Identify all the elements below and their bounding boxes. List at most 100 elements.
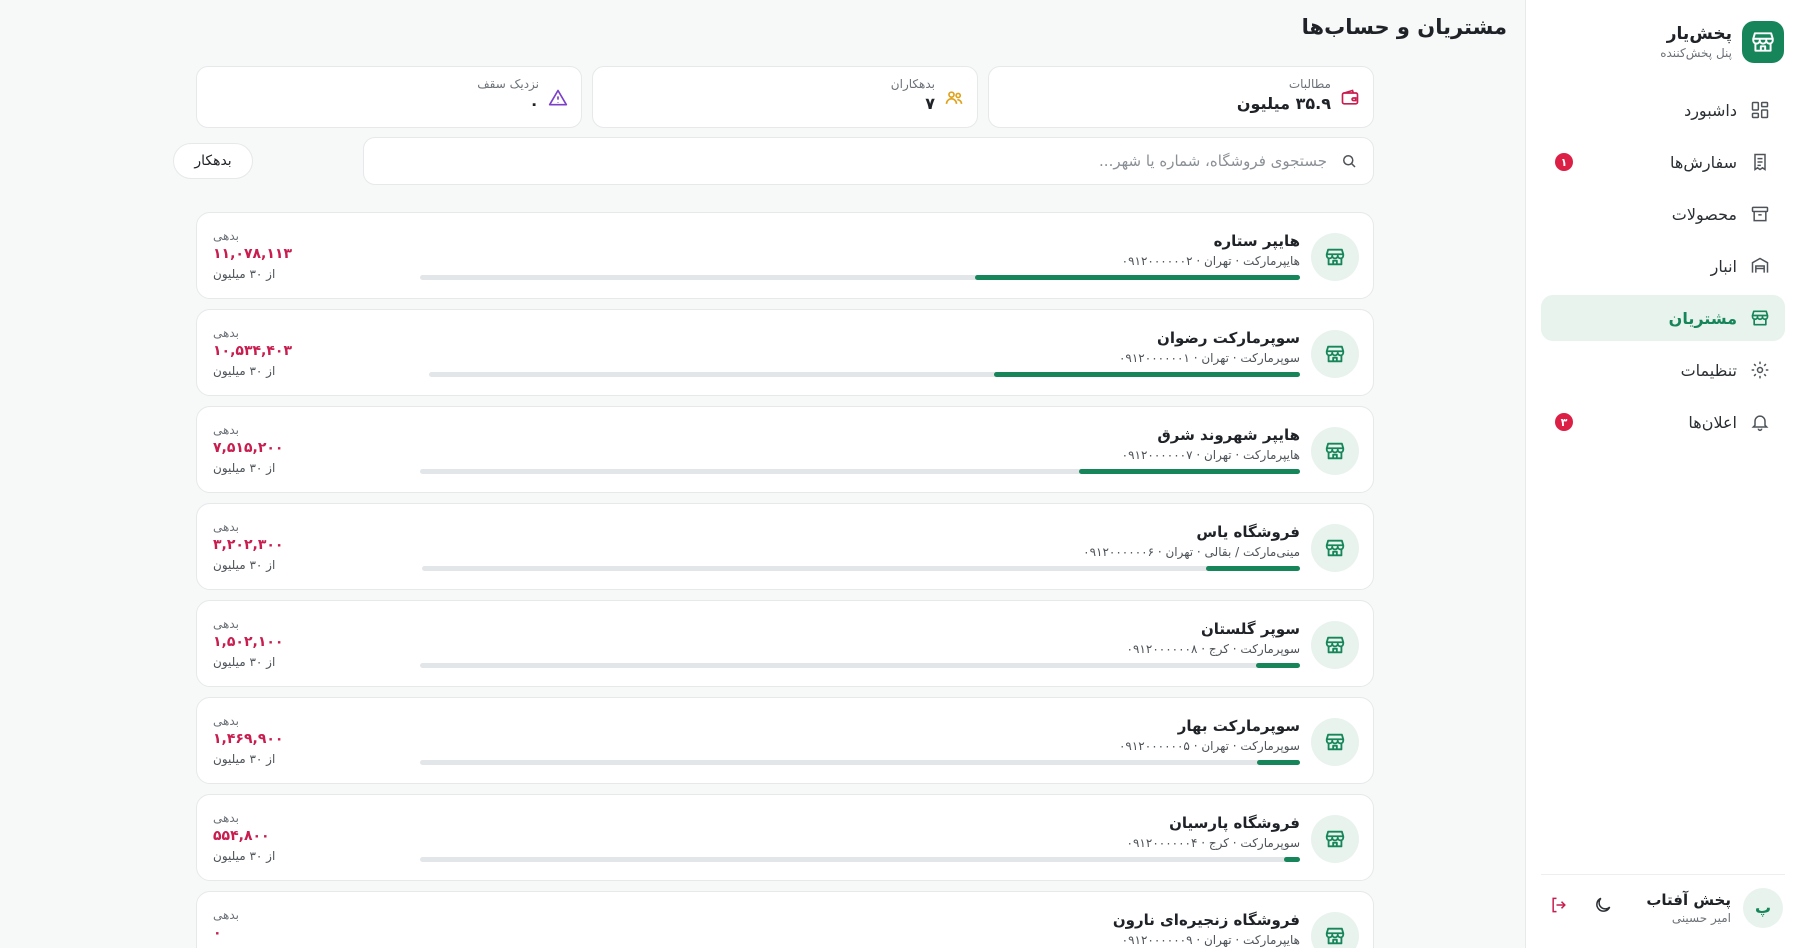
store-icon (1311, 524, 1359, 572)
nav-label: محصولات (1671, 204, 1737, 224)
archive-box-icon (1749, 203, 1771, 225)
nav-label: اعلان‌ها (1688, 412, 1737, 432)
customer-meta: سوپرمارکت · تهران · ۰۹۱۲۰۰۰۰۰۰۱ (1118, 351, 1300, 365)
credit-usage-bar (422, 566, 1300, 571)
debt-label: بدهی (213, 423, 239, 437)
search-icon (1339, 151, 1359, 171)
nav-label: سفارش‌ها (1670, 152, 1737, 172)
debt-label: بدهی (213, 617, 239, 631)
stat-value: ۰ (529, 94, 539, 113)
nav-item-products[interactable]: محصولات (1541, 191, 1785, 237)
customer-row[interactable]: هایپر شهروند شرق هایپرمارکت · تهران · ۰۹۱… (196, 406, 1374, 493)
nav-item-warehouse[interactable]: انبار (1541, 243, 1785, 289)
nav-item-notifications[interactable]: اعلان‌ها ۳ (1541, 399, 1785, 445)
stat-label: مطالبات (1288, 77, 1331, 91)
stat-value: ۷ (925, 94, 935, 113)
customer-meta: هایپرمارکت · تهران · ۰۹۱۲۰۰۰۰۰۰۲ (1121, 254, 1300, 268)
warehouse-icon (1749, 255, 1771, 277)
store-logo-icon (1742, 21, 1784, 63)
customer-row[interactable]: سوپرمارکت بهار سوپرمارکت · تهران · ۰۹۱۲۰۰… (196, 697, 1374, 784)
stat-label: بدهکاران (890, 77, 935, 91)
credit-usage-fill (975, 275, 1300, 280)
main-nav: داشبورد سفارش‌ها ۱ محصولات انبار مشتری (1541, 87, 1785, 451)
customer-name: هایپر ستاره (1213, 232, 1300, 250)
customer-row[interactable]: فروشگاه زنجیره‌ای نارون هایپرمارکت · تهرا… (196, 891, 1374, 948)
store-icon (1311, 621, 1359, 669)
credit-limit: از ۳۰ میلیون (213, 267, 276, 281)
page-title: مشتریان و حساب‌ها (1301, 15, 1507, 39)
stat-label: نزدیک سقف (477, 77, 539, 91)
credit-usage-bar (420, 275, 1300, 280)
store-icon (1749, 307, 1771, 329)
customer-name: سوپرمارکت رضوان (1157, 329, 1300, 347)
customer-meta: هایپرمارکت · تهران · ۰۹۱۲۰۰۰۰۰۰۹ (1121, 933, 1300, 947)
stat-value: ۳۵.۹ میلیون (1236, 94, 1331, 113)
search-input[interactable] (427, 152, 1327, 170)
debt-value: ۷,۵۱۵,۲۰۰ (213, 440, 284, 456)
search-box (363, 137, 1374, 185)
profile-role: امیر حسینی (1671, 910, 1731, 925)
customer-name: فروشگاه پارسیان (1169, 814, 1300, 832)
customer-name: هایپر شهروند شرق (1157, 426, 1300, 444)
customer-name: سوپر گلستان (1200, 620, 1300, 638)
debt-value: ۰ (213, 925, 222, 941)
debt-label: بدهی (213, 520, 239, 534)
avatar[interactable]: پ (1743, 887, 1783, 928)
bell-icon (1749, 411, 1771, 433)
logout-icon[interactable] (1547, 893, 1571, 917)
customer-name: فروشگاه یاس (1196, 523, 1300, 541)
customer-meta: مینی‌مارکت / بقالی · تهران · ۰۹۱۲۰۰۰۰۰۰۶ (1083, 545, 1300, 559)
profile-name: پخش آفتاب (1646, 890, 1731, 909)
credit-limit: از ۳۰ میلیون (213, 752, 276, 766)
customer-meta: سوپرمارکت · تهران · ۰۹۱۲۰۰۰۰۰۰۵ (1118, 739, 1300, 753)
customer-row[interactable]: سوپر گلستان سوپرمارکت · کرج · ۰۹۱۲۰۰۰۰۰۰۸… (196, 600, 1374, 687)
orders-icon (1749, 151, 1771, 173)
sidebar: پخش‌یار پنل پخش‌کننده داشبورد سفارش‌ها ۱… (1525, 0, 1800, 948)
debt-value: ۳,۲۰۲,۳۰۰ (213, 537, 284, 553)
warning-triangle-icon (547, 87, 569, 109)
nav-item-orders[interactable]: سفارش‌ها ۱ (1541, 139, 1785, 185)
nav-item-dashboard[interactable]: داشبورد (1541, 87, 1785, 133)
gear-icon (1749, 359, 1771, 381)
customer-name: فروشگاه زنجیره‌ای نارون (1112, 911, 1300, 929)
filter-debtor-button[interactable]: بدهکار (173, 143, 253, 179)
credit-limit: از ۳۰ میلیون (213, 364, 276, 378)
notifications-count-badge: ۳ (1555, 413, 1573, 431)
customer-meta: سوپرمارکت · کرج · ۰۹۱۲۰۰۰۰۰۰۸ (1126, 642, 1300, 656)
customer-meta: سوپرمارکت · کرج · ۰۹۱۲۰۰۰۰۰۰۴ (1126, 836, 1300, 850)
brand[interactable]: پخش‌یار پنل پخش‌کننده (1660, 21, 1784, 63)
store-icon (1311, 427, 1359, 475)
credit-usage-fill (1284, 857, 1300, 862)
credit-usage-bar (429, 372, 1300, 377)
debt-label: بدهی (213, 811, 239, 825)
customer-row[interactable]: سوپرمارکت رضوان سوپرمارکت · تهران · ۰۹۱۲۰… (196, 309, 1374, 396)
store-icon (1311, 718, 1359, 766)
debt-label: بدهی (213, 908, 239, 922)
credit-usage-bar (420, 760, 1300, 765)
orders-count-badge: ۱ (1555, 153, 1573, 171)
nav-label: مشتریان (1668, 308, 1737, 328)
stat-card-debtors: بدهکاران ۷ (592, 66, 978, 128)
stat-card-receivables: مطالبات ۳۵.۹ میلیون (988, 66, 1374, 128)
debt-value: ۱۱,۰۷۸,۱۱۳ (213, 246, 292, 262)
customer-row[interactable]: هایپر ستاره هایپرمارکت · تهران · ۰۹۱۲۰۰۰۰… (196, 212, 1374, 299)
brand-subtitle: پنل پخش‌کننده (1660, 46, 1732, 60)
debt-value: ۱,۵۰۲,۱۰۰ (213, 634, 284, 650)
debt-label: بدهی (213, 326, 239, 340)
credit-usage-bar (420, 469, 1300, 474)
credit-usage-fill (994, 372, 1300, 377)
customer-row[interactable]: فروشگاه یاس مینی‌مارکت / بقالی · تهران · … (196, 503, 1374, 590)
wallet-icon (1339, 87, 1361, 109)
nav-item-customers[interactable]: مشتریان (1541, 295, 1785, 341)
credit-limit: از ۳۰ میلیون (213, 655, 276, 669)
credit-usage-bar (420, 663, 1300, 668)
nav-item-settings[interactable]: تنظیمات (1541, 347, 1785, 393)
debt-value: ۵۵۴,۸۰۰ (213, 828, 270, 844)
customer-row[interactable]: فروشگاه پارسیان سوپرمارکت · کرج · ۰۹۱۲۰۰۰… (196, 794, 1374, 881)
theme-toggle-moon-icon[interactable] (1591, 893, 1615, 917)
credit-limit: از ۳۰ میلیون (213, 461, 276, 475)
dashboard-icon (1749, 99, 1771, 121)
store-icon (1311, 330, 1359, 378)
credit-limit: از ۳۰ میلیون (213, 558, 276, 572)
credit-usage-bar (420, 857, 1300, 862)
